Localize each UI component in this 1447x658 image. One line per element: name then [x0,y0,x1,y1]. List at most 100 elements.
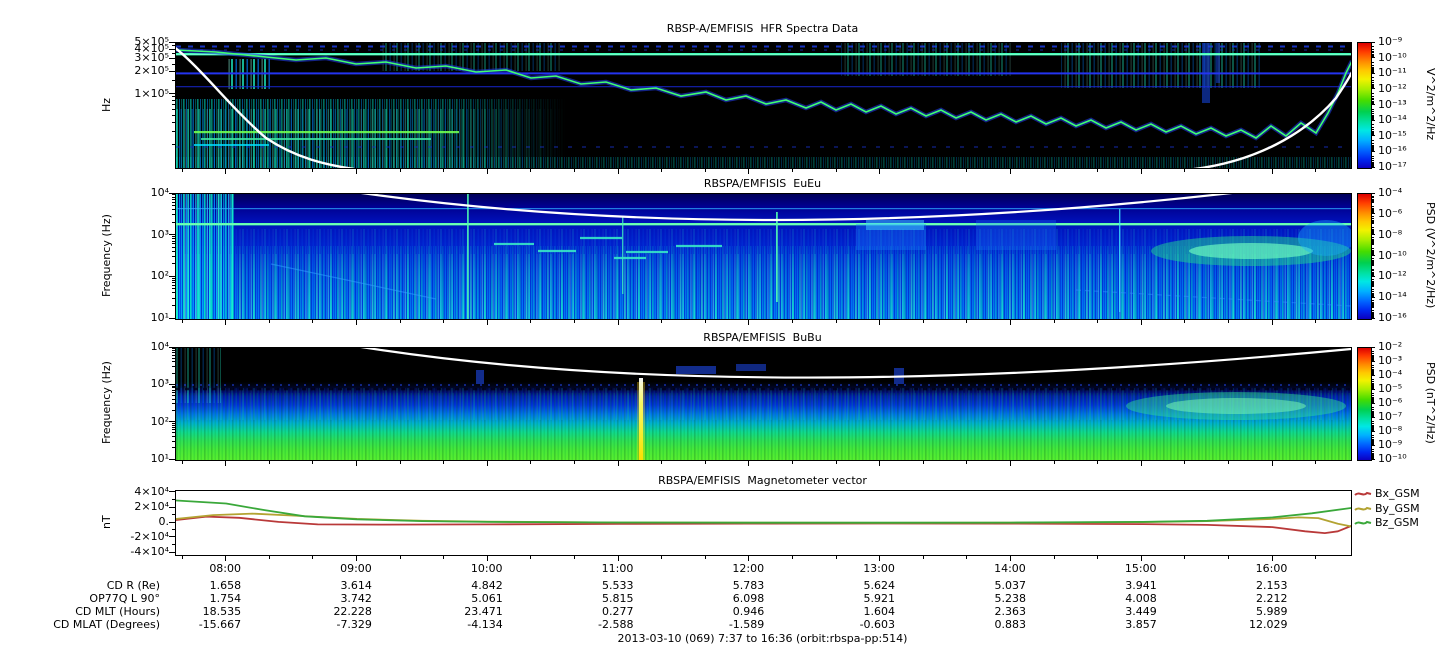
mag-line-Bz_GSM [176,499,1351,524]
x-tick [355,168,357,174]
colorbar-tick [1371,150,1375,152]
magnetometer-plot [176,499,1351,534]
colorbar-minor-tick [1371,206,1374,208]
ephemeris-value: 5.783 [732,579,765,592]
colorbar-tick-label: 10⁻³ [1378,354,1403,367]
ephemeris-value: 1.754 [209,592,242,605]
colorbar-tick-label: 10⁻⁵ [1378,382,1403,395]
colorbar-minor-tick [1371,197,1374,199]
colorbar-minor-tick [1371,155,1374,157]
colorbar-minor-tick [1371,80,1374,82]
colorbar-minor-tick [1371,434,1374,436]
colorbar-minor-tick [1371,101,1374,103]
colorbar-minor-tick [1371,442,1374,444]
colorbar-minor-tick [1371,259,1374,261]
x-tick [1053,319,1055,323]
colorbar-minor-tick [1371,385,1374,387]
colorbar-minor-tick [1371,292,1374,294]
x-tick [530,460,532,464]
x-tick [1053,168,1055,172]
y-minor-tick [172,44,175,46]
colorbar-minor-tick [1371,264,1374,266]
y-tick-label: -2×10⁴ [130,529,169,543]
colorbar-minor-tick [1371,82,1374,84]
ephemeris-value: 5.061 [471,592,503,605]
x-tick [704,460,706,464]
y-minor-tick [172,499,175,500]
y-tick-label: 4×10⁴ [134,484,169,498]
colorbar-tick [1371,41,1375,43]
x-tick [399,460,401,464]
y-tick [169,70,175,72]
colorbar-minor-tick [1371,378,1374,380]
colorbar-minor-tick [1371,395,1374,397]
colorbar-minor-tick [1371,401,1374,403]
x-tick [312,319,314,323]
colorbar-minor-tick [1371,150,1374,152]
colorbar-minor-tick [1371,370,1374,372]
y-tick-label: 10¹ [150,311,169,324]
y-minor-tick [172,277,175,279]
y-minor-tick [172,409,175,411]
x-tick [661,168,663,172]
x-tick [1271,319,1273,325]
colorbar-minor-tick [1371,239,1374,241]
colorbar-minor-tick [1371,261,1374,263]
x-tick [312,555,314,559]
ephemeris-value: 5.921 [863,592,896,605]
colorbar-tick [1371,119,1375,121]
colorbar-minor-tick [1371,207,1374,209]
colorbar-tick-label: 10⁻² [1378,340,1403,353]
colorbar-minor-tick [1371,357,1374,359]
colorbar-tick-label: 10⁻⁶ [1378,396,1403,409]
colorbar-minor-tick [1371,118,1374,120]
x-tick [312,168,314,172]
colorbar-minor-tick [1371,102,1374,104]
ephemeris-value: 3.742 [340,592,372,605]
colorbar-minor-tick [1371,359,1374,361]
y-minor-tick [172,432,175,434]
x-tick [1184,319,1186,323]
colorbar-minor-tick [1371,305,1374,307]
footer-caption: 2013-03-10 (069) 7:37 to 16:36 (orbit:rb… [617,632,908,645]
colorbar-minor-tick [1371,230,1374,232]
colorbar-minor-tick [1371,247,1374,249]
x-tick [748,555,750,561]
ephemeris-value: 5.238 [994,592,1026,605]
y-tick-label: 10³ [150,377,169,391]
legend-entry-Bx_GSM: Bx_GSM [1354,487,1420,501]
x-tick [1227,555,1229,559]
x-tick [486,460,488,466]
y-tick [169,521,175,523]
x-tick [268,319,270,323]
ephemeris-value: 0.883 [994,618,1026,631]
bubu-spectrogram-art [176,348,1351,460]
ephemeris-value: -7.329 [336,618,372,631]
x-tick [1140,319,1142,325]
x-tick [661,460,663,464]
y-minor-tick [172,350,175,352]
fce-curve-left [176,47,355,168]
y-minor-tick [172,348,175,350]
colorbar-minor-tick [1371,226,1374,228]
colorbar-minor-tick [1371,406,1374,408]
colorbar-minor-tick [1371,222,1374,224]
x-tick [181,555,183,559]
x-tick [879,460,881,466]
y-minor-tick [172,109,175,111]
y-tick [169,234,175,236]
x-tick [661,319,663,323]
colorbar-minor-tick [1371,400,1374,402]
colorbar-minor-tick [1371,382,1374,384]
colorbar-minor-tick [1371,231,1374,233]
colorbar-tick-label: 10⁻¹⁴ [1378,290,1407,304]
panel3-title: RBSPA/EMFISIS BuBu [703,331,822,344]
x-tick [1227,319,1229,323]
colorbar-tick-label: 10⁻¹⁰ [1378,452,1407,465]
y-minor-tick [172,79,175,81]
colorbar-minor-tick [1371,111,1374,113]
x-tick [355,460,357,466]
colorbar-minor-tick [1371,160,1374,162]
colorbar-minor-tick [1371,209,1374,211]
colorbar-minor-tick [1371,97,1374,99]
